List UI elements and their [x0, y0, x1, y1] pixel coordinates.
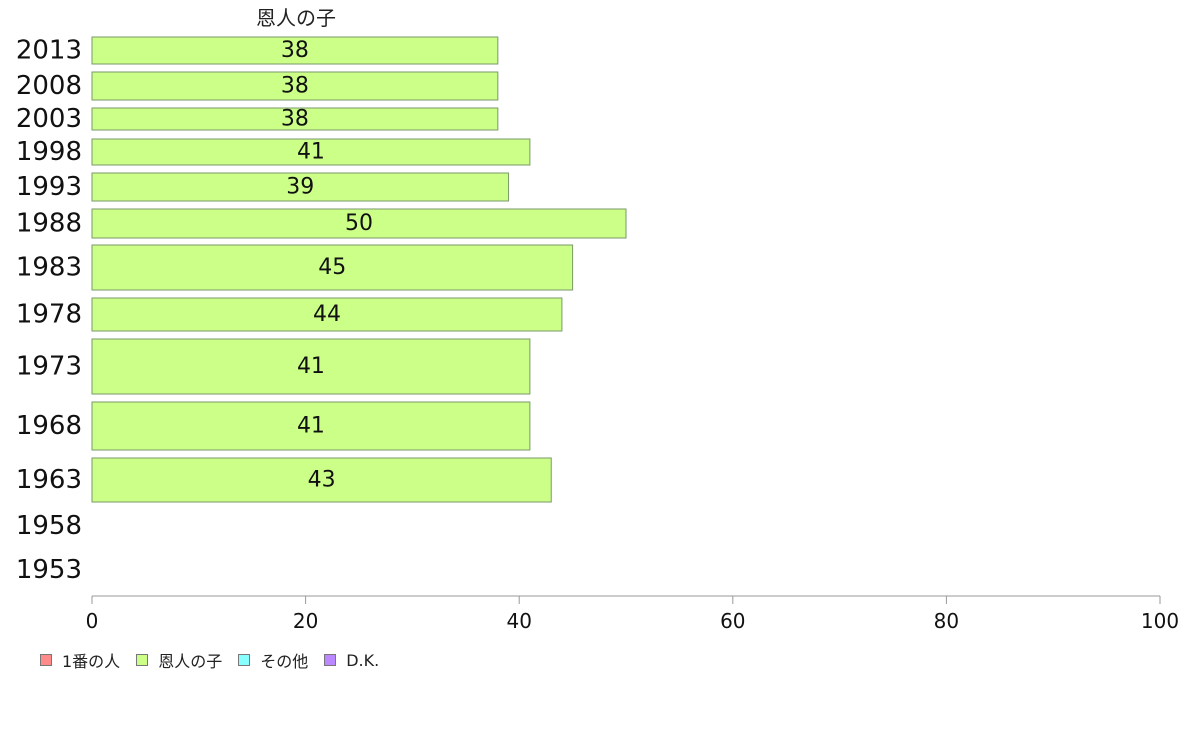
category-label: 1963 [16, 465, 82, 495]
legend-label: その他 [260, 652, 309, 671]
bar [91, 401, 531, 451]
bar [91, 338, 531, 395]
bar [91, 244, 574, 291]
value-label: 41 [297, 140, 325, 165]
legend-swatch [40, 654, 52, 666]
bar [91, 71, 499, 101]
value-label: 45 [318, 255, 346, 280]
category-label: 1973 [16, 352, 82, 382]
bar [91, 36, 499, 65]
category-label: 1993 [16, 172, 82, 202]
category-label: 1998 [16, 137, 82, 167]
legend-swatch [324, 654, 337, 666]
x-tick-label: 0 [86, 609, 99, 633]
x-tick-label: 20 [293, 609, 318, 633]
legend-item-2: 恩人の子 [136, 648, 222, 672]
x-tick-label: 100 [1141, 609, 1179, 633]
bars-group: 2013 38 2008 38 2003 38 1998 41 1993 39 1988 50 1983… [16, 36, 627, 585]
value-label: 44 [313, 302, 341, 327]
legend-swatch [136, 654, 149, 666]
value-label: 38 [281, 38, 309, 63]
category-label: 2008 [16, 71, 82, 101]
bar [91, 107, 499, 131]
x-axis: 0 20 40 60 80 100 [86, 595, 1179, 633]
value-label: 39 [286, 175, 314, 200]
bar [91, 208, 627, 239]
category-label: 1988 [16, 209, 82, 239]
legend-item-1: 1番の人 [40, 648, 120, 672]
category-label: 1968 [16, 411, 82, 441]
category-label: 1953 [16, 555, 82, 585]
value-label: 50 [345, 211, 373, 236]
category-label: 1978 [16, 300, 82, 330]
bar-chart: 恩人の子 2013 38 2008 38 2003 38 1998 41 1993 39 1988 5… [16, 6, 1179, 633]
bar [91, 138, 531, 166]
category-label: 1958 [16, 511, 82, 541]
x-tick-label: 60 [720, 609, 745, 633]
legend-label: 恩人の子 [158, 652, 223, 671]
bar [91, 172, 510, 202]
legend-item-3: その他 [238, 648, 308, 672]
legend-label: 1番の人 [62, 652, 121, 671]
value-label: 43 [308, 468, 336, 493]
panel-title: 恩人の子 [256, 6, 336, 30]
value-label: 41 [297, 414, 325, 439]
legend: 1番の人 恩人の子 その他 D.K. [40, 648, 395, 672]
legend-swatch [238, 654, 251, 666]
bar [91, 457, 552, 503]
value-label: 38 [281, 74, 309, 99]
category-label: 2003 [16, 104, 82, 134]
legend-label: D.K. [346, 650, 380, 670]
x-tick-label: 40 [506, 609, 531, 633]
category-label: 1983 [16, 253, 82, 283]
legend-item-4: D.K. [324, 651, 379, 670]
x-tick-label: 80 [934, 609, 959, 633]
category-label: 2013 [16, 36, 82, 66]
value-label: 41 [297, 354, 325, 379]
bar [91, 297, 563, 332]
value-label: 38 [281, 107, 309, 132]
